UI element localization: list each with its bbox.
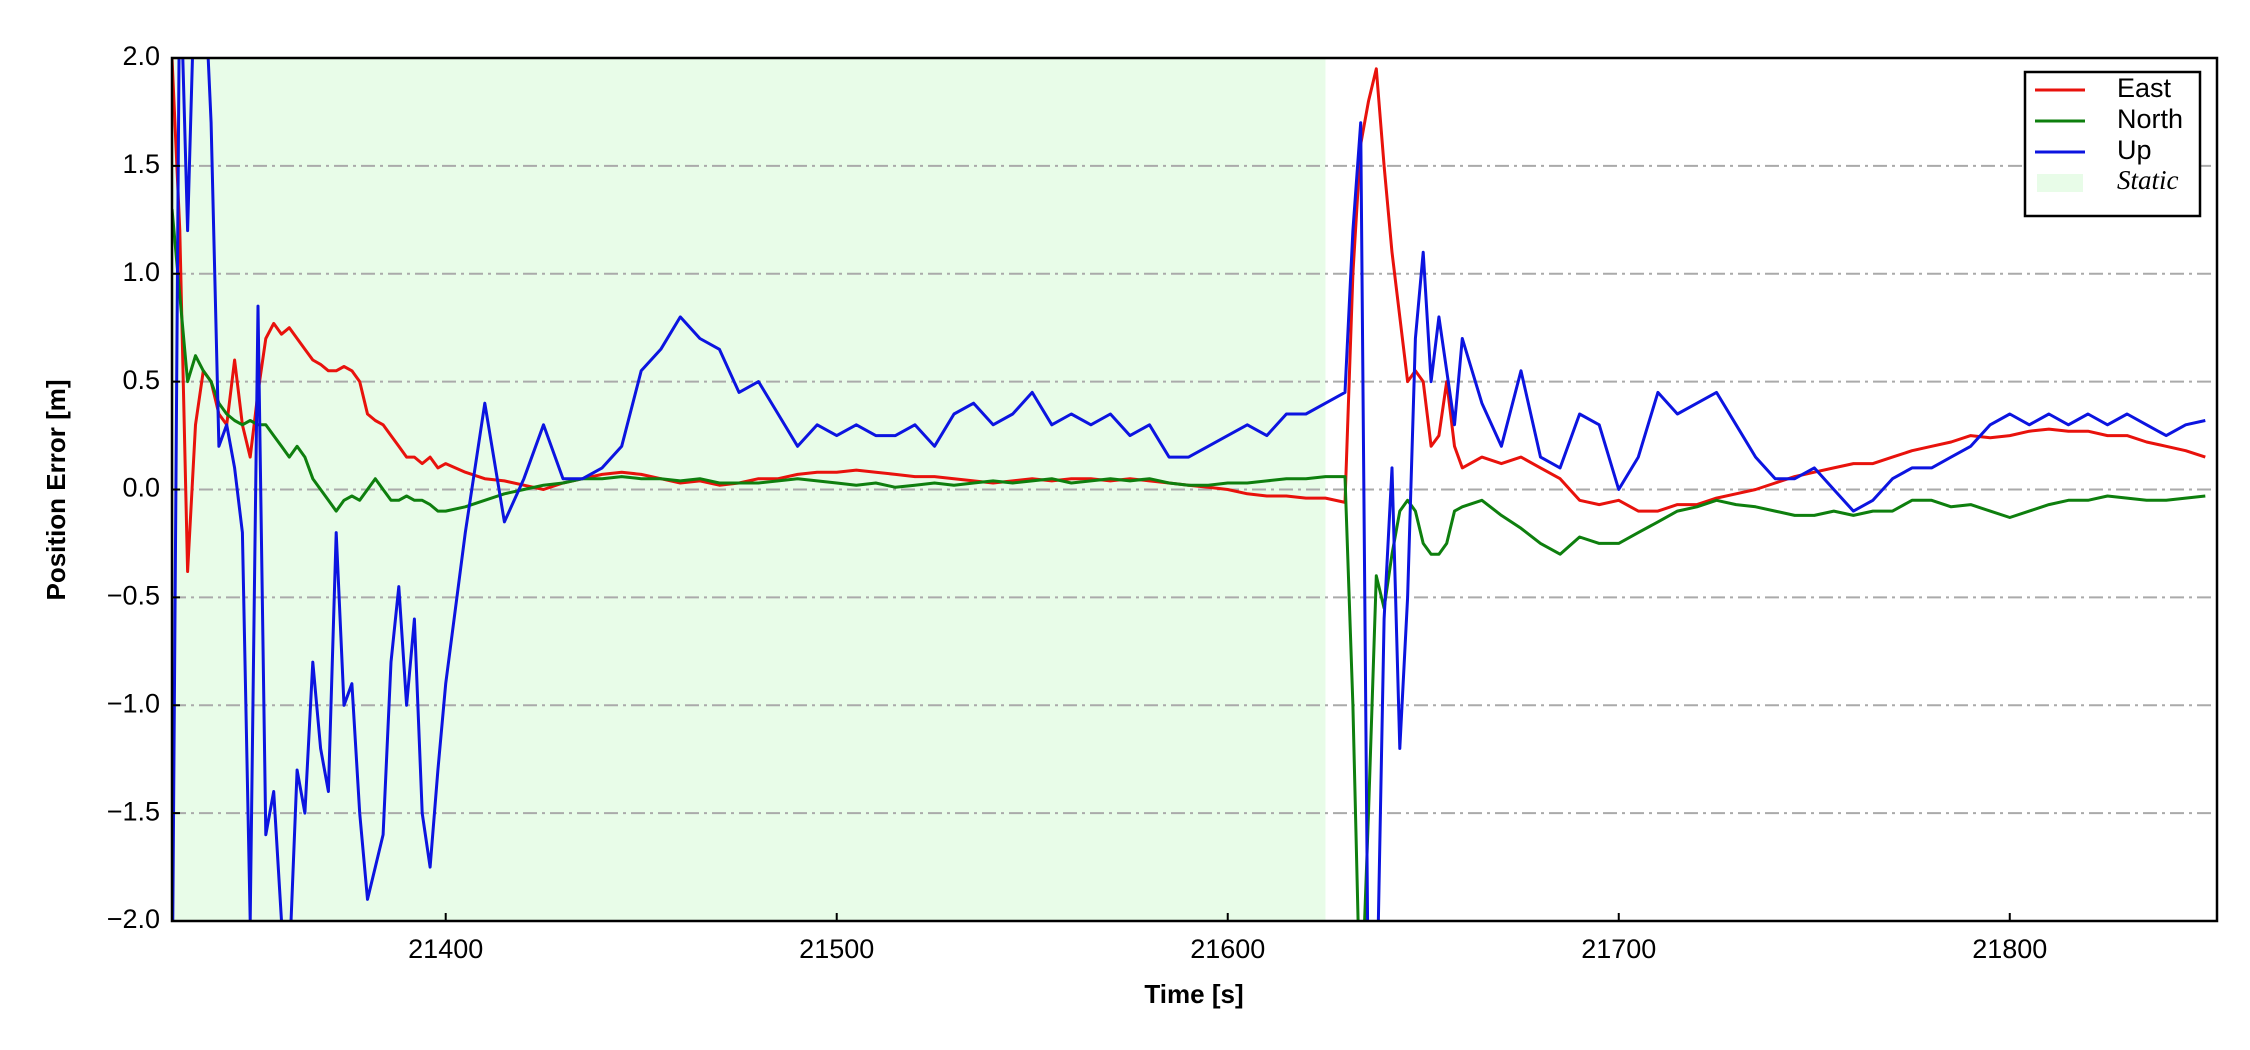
y-tick-label: 0.0: [122, 473, 160, 503]
legend-label: North: [2117, 104, 2183, 134]
series-line: [172, 58, 2206, 573]
series-line: [172, 208, 2206, 921]
x-tick-label: 21500: [799, 934, 874, 964]
y-tick-label: 1.5: [122, 149, 160, 179]
y-tick-label: −1.5: [107, 796, 160, 826]
y-tick-label: 0.5: [122, 365, 160, 395]
legend-label: East: [2117, 73, 2172, 103]
x-tick-label: 21700: [1581, 934, 1656, 964]
x-tick-label: 21600: [1190, 934, 1265, 964]
legend-label: Static: [2117, 165, 2179, 195]
y-tick-label: −0.5: [107, 581, 160, 611]
y-tick-label: −2.0: [107, 904, 160, 934]
series-line: [172, 58, 2206, 921]
x-tick-label: 21800: [1972, 934, 2047, 964]
lines: [172, 58, 2206, 921]
y-tick-label: 2.0: [122, 41, 160, 71]
legend-label: Up: [2117, 135, 2152, 165]
x-tick-label: 21400: [408, 934, 483, 964]
ticks: −2.0 −1.5 −1.0 −0.5 0.0 0.5 1.0 1.5 2.0 21400 2150…: [107, 41, 2048, 964]
y-axis-label: Position Error [m]: [41, 379, 71, 600]
y-tick-label: −1.0: [107, 688, 160, 718]
legend-swatch: [2037, 174, 2083, 192]
y-tick-label: 1.0: [122, 257, 160, 287]
x-axis-label: Time [s]: [1144, 979, 1243, 1009]
